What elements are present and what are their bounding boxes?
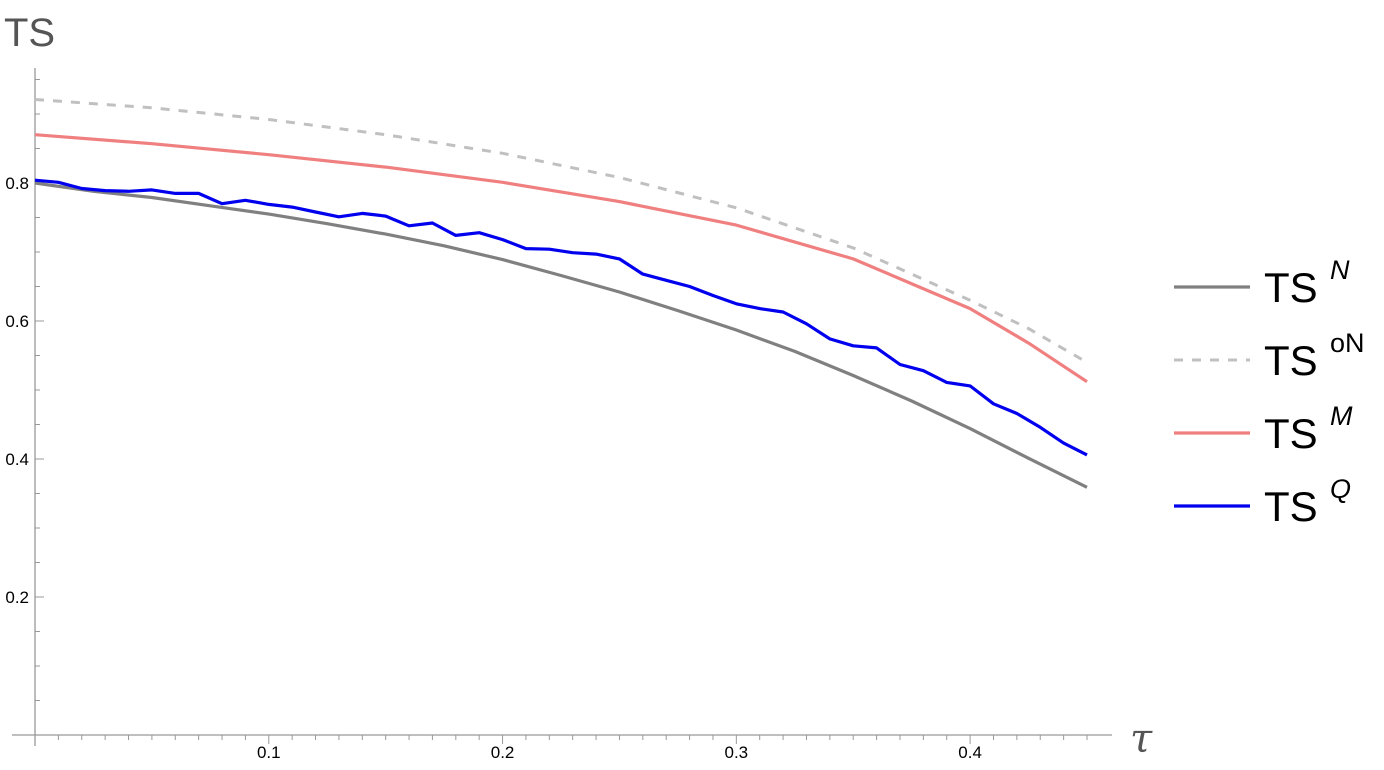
series-line-ts-q	[34, 178, 1088, 457]
y-axis-title: TS	[4, 11, 55, 55]
x-tick-label: 0.3	[725, 743, 749, 762]
y-tick-label: 0.6	[5, 312, 29, 331]
legend-label: TS	[1264, 483, 1318, 530]
series-line-ts-n	[34, 181, 1088, 489]
x-tick-label: 0.2	[491, 743, 515, 762]
legend: TS N TS oN TS M TS Q	[1174, 255, 1365, 530]
legend-item: TS oN	[1174, 328, 1365, 384]
legend-label-superscript: N	[1330, 255, 1350, 285]
plot-lines	[34, 98, 1088, 489]
y-tick-label: 0.8	[5, 174, 29, 193]
legend-item: TS N	[1174, 255, 1350, 311]
x-tick-label: 0.1	[257, 743, 281, 762]
series-line-ts-m	[34, 133, 1088, 384]
legend-label: TS	[1264, 337, 1318, 384]
y-tick-label: 0.2	[5, 588, 29, 607]
legend-label: TS	[1264, 264, 1318, 311]
axes: 0.1 0.2 0.3 0.4 0.2 0.4 0.6 0.8	[5, 68, 1112, 762]
legend-label-superscript: Q	[1330, 474, 1351, 504]
x-axis-title: τ	[1130, 716, 1153, 762]
legend-label-superscript: M	[1330, 401, 1353, 431]
legend-item: TS M	[1174, 401, 1353, 457]
legend-label-superscript: oN	[1330, 328, 1365, 358]
legend-item: TS Q	[1174, 474, 1351, 530]
x-tick-label: 0.4	[958, 743, 982, 762]
y-tick-label: 0.4	[5, 450, 29, 469]
series-line-ts-on	[34, 98, 1088, 364]
legend-label: TS	[1264, 410, 1318, 457]
